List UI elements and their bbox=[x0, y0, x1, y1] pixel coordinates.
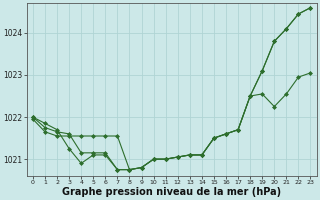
X-axis label: Graphe pression niveau de la mer (hPa): Graphe pression niveau de la mer (hPa) bbox=[62, 187, 281, 197]
